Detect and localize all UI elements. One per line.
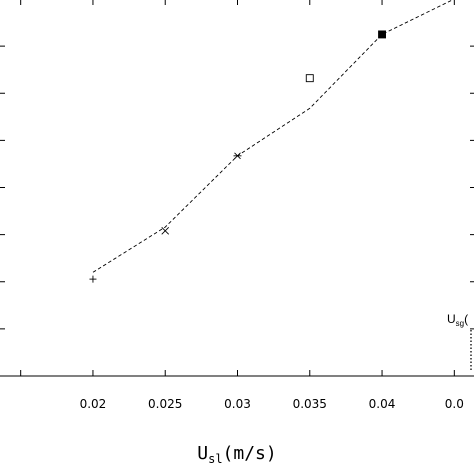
series-line-group xyxy=(92,0,454,273)
legend-partial: Usg( xyxy=(447,312,472,372)
series-line xyxy=(92,0,454,273)
marker-plus-0 xyxy=(89,275,97,283)
x-axis-title: Usl(m/s) xyxy=(197,443,276,466)
x-tick-label-1: 0.025 xyxy=(148,397,182,411)
legend-trail: ( xyxy=(464,312,468,326)
x-tick-label-0: 0.02 xyxy=(80,397,107,411)
tick-labels-group: 0.02 0.025 0.03 0.035 0.04 0.0 xyxy=(80,397,464,411)
markers-group xyxy=(89,30,386,283)
marker-cross-1 xyxy=(161,227,170,235)
x-tick-label-4: 0.04 xyxy=(369,397,396,411)
x-axis-title-sub: sl xyxy=(208,452,222,466)
axes xyxy=(0,0,474,377)
legend-text: Usg( xyxy=(447,312,468,328)
marker-open-square-3 xyxy=(305,74,314,83)
x-axis-title-units: (m/s) xyxy=(223,443,277,464)
legend-sub: sg xyxy=(456,319,464,328)
legend-main: U xyxy=(447,312,456,326)
x-tick-label-5: 0.0 xyxy=(445,397,464,411)
x-tick-label-3: 0.035 xyxy=(293,397,327,411)
x-tick-label-2: 0.03 xyxy=(224,397,251,411)
x-axis-title-main: U xyxy=(197,443,208,464)
marker-filled-square-4 xyxy=(378,30,386,39)
marker-star-2 xyxy=(233,152,242,160)
